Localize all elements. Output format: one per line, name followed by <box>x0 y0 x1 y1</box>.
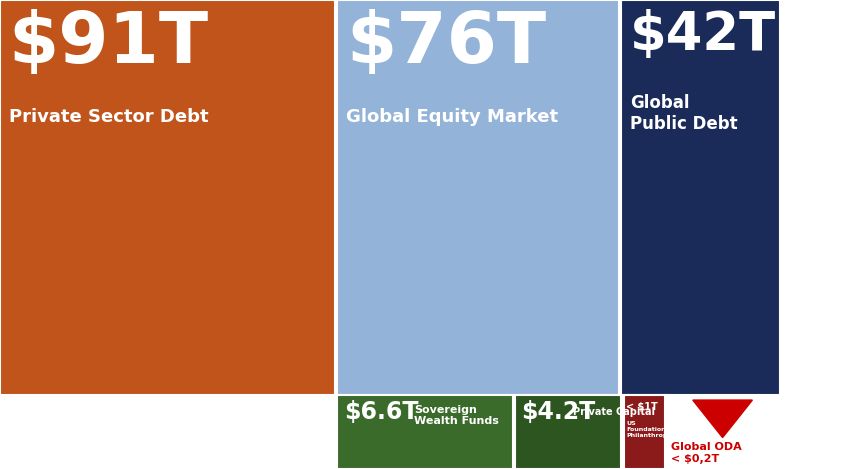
Text: < $1T: < $1T <box>626 402 658 412</box>
Bar <box>337 395 513 469</box>
Text: $6.6T: $6.6T <box>344 400 418 424</box>
Bar <box>515 395 621 469</box>
Text: $76T: $76T <box>346 9 546 78</box>
Text: Private Capital: Private Capital <box>573 407 655 417</box>
Text: Global ODA
< $0,2T: Global ODA < $0,2T <box>671 442 742 464</box>
Bar <box>624 395 665 469</box>
Text: Sovereign
Wealth Funds: Sovereign Wealth Funds <box>414 405 499 426</box>
Bar <box>621 0 780 395</box>
Text: $91T: $91T <box>9 9 209 78</box>
Text: Global
Public Debt: Global Public Debt <box>630 94 737 133</box>
Text: Private Sector Debt: Private Sector Debt <box>9 108 208 126</box>
Text: $4.2T: $4.2T <box>521 400 596 424</box>
Text: US
Foundation
Philanthropy: US Foundation Philanthropy <box>626 421 671 438</box>
Bar <box>337 0 619 395</box>
Text: $42T: $42T <box>630 9 776 61</box>
Bar <box>0 0 335 395</box>
Polygon shape <box>693 400 752 438</box>
Text: Global Equity Market: Global Equity Market <box>346 108 558 126</box>
